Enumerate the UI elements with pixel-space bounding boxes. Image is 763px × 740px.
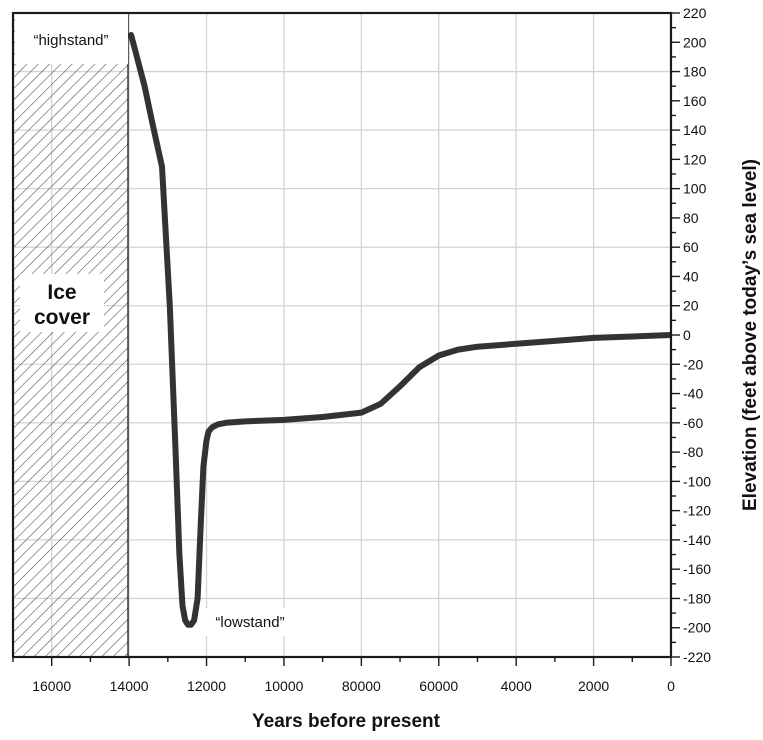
y-axis: 220200180160140120100806040200-20-40-60-… bbox=[671, 5, 711, 665]
y-tick-label: 60 bbox=[683, 239, 699, 255]
y-tick-label: 40 bbox=[683, 268, 699, 284]
x-grid bbox=[51, 13, 595, 657]
y-tick-label: 100 bbox=[683, 181, 707, 197]
y-tick-label: -160 bbox=[683, 561, 711, 577]
highstand-label: “highstand” bbox=[33, 32, 108, 49]
y-axis-title: Elevation (feet above today’s sea level) bbox=[740, 159, 761, 511]
y-tick-label: -140 bbox=[683, 532, 711, 548]
x-tick-label: 16000 bbox=[32, 678, 71, 694]
y-tick-label: 200 bbox=[683, 34, 707, 50]
x-tick-label: 2000 bbox=[578, 678, 609, 694]
y-tick-label: 140 bbox=[683, 122, 707, 138]
x-axis-title: Years before present bbox=[252, 711, 441, 732]
y-tick-label: -40 bbox=[683, 386, 703, 402]
highstand-label-bg bbox=[15, 14, 128, 64]
y-tick-label: -20 bbox=[683, 356, 703, 372]
y-tick-label: 220 bbox=[683, 5, 707, 21]
y-tick-label: -120 bbox=[683, 503, 711, 519]
y-tick-label: -60 bbox=[683, 415, 703, 431]
x-tick-label: 12000 bbox=[187, 678, 226, 694]
lowstand-label-bg bbox=[203, 608, 299, 636]
ice-label-bg bbox=[20, 274, 104, 332]
y-tick-label: 180 bbox=[683, 64, 707, 80]
y-tick-label: 80 bbox=[683, 210, 699, 226]
lowstand-label: “lowstand” bbox=[215, 614, 284, 631]
y-tick-label: -220 bbox=[683, 649, 711, 665]
y-tick-label: -180 bbox=[683, 590, 711, 606]
ice-cover-region bbox=[13, 13, 128, 657]
y-tick-label: 20 bbox=[683, 298, 699, 314]
ice-label-line-2: cover bbox=[34, 306, 90, 329]
x-tick-label: 10000 bbox=[264, 678, 303, 694]
y-tick-label: -200 bbox=[683, 620, 711, 636]
x-tick-label: 4000 bbox=[501, 678, 532, 694]
x-tick-label: 0 bbox=[667, 678, 675, 694]
ice-label-line-1: Ice bbox=[47, 281, 76, 304]
y-tick-label: 0 bbox=[683, 327, 691, 343]
y-tick-label: 120 bbox=[683, 151, 707, 167]
x-tick-label: 60000 bbox=[419, 678, 458, 694]
x-tick-label: 80000 bbox=[342, 678, 381, 694]
y-tick-label: -80 bbox=[683, 444, 703, 460]
x-axis: 16000 14000 12000 10000 80000 60000 4000 2000 0 bbox=[12, 657, 675, 694]
sea-level-line bbox=[128, 32, 671, 628]
x-tick-label: 14000 bbox=[110, 678, 149, 694]
y-tick-label: -100 bbox=[683, 473, 711, 489]
y-tick-label: 160 bbox=[683, 93, 707, 109]
